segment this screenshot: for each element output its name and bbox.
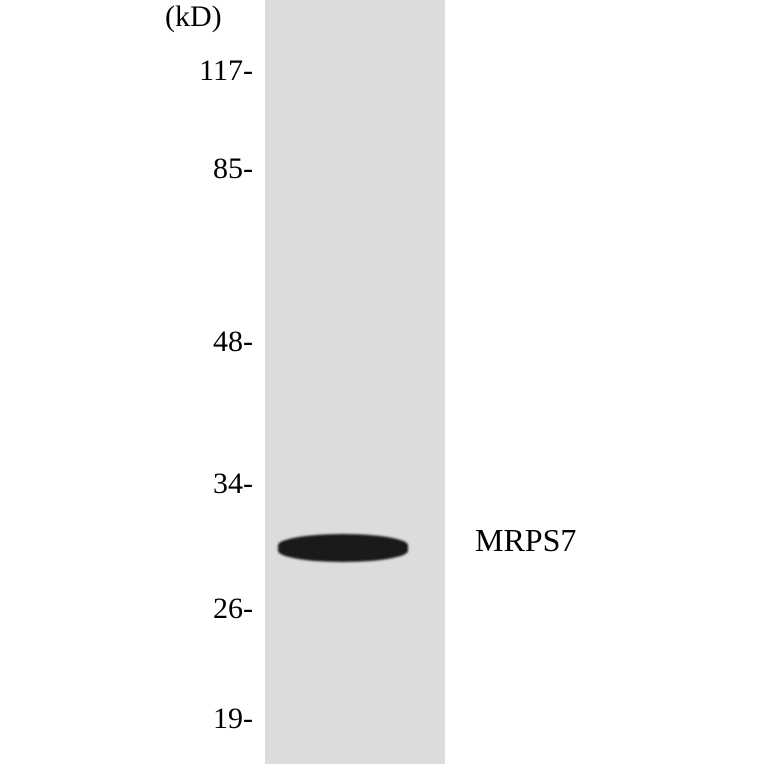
marker-19: 19- [213,702,253,736]
western-blot-figure: (kD) 117- 85- 48- 34- 26- 19- MRPS7 [0,0,764,764]
marker-48: 48- [213,325,253,359]
marker-85: 85- [213,152,253,186]
marker-26: 26- [213,592,253,626]
protein-band [278,534,408,562]
marker-117: 117- [199,54,253,88]
protein-name-label: MRPS7 [475,522,576,559]
marker-34: 34- [213,467,253,501]
gel-lane [265,0,445,764]
unit-label: (kD) [165,0,222,34]
